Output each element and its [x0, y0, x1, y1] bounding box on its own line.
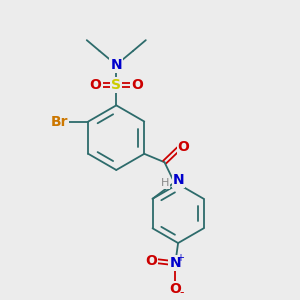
Text: O: O	[131, 78, 143, 92]
Text: O: O	[169, 282, 181, 296]
Text: O: O	[178, 140, 190, 154]
Text: S: S	[111, 78, 121, 92]
Text: Br: Br	[51, 115, 68, 128]
Text: N: N	[169, 256, 181, 270]
Text: +: +	[176, 253, 184, 263]
Text: N: N	[173, 173, 184, 187]
Text: N: N	[110, 58, 122, 72]
Text: -: -	[179, 286, 184, 299]
Text: O: O	[89, 78, 101, 92]
Text: H: H	[161, 178, 170, 188]
Text: O: O	[146, 254, 157, 268]
